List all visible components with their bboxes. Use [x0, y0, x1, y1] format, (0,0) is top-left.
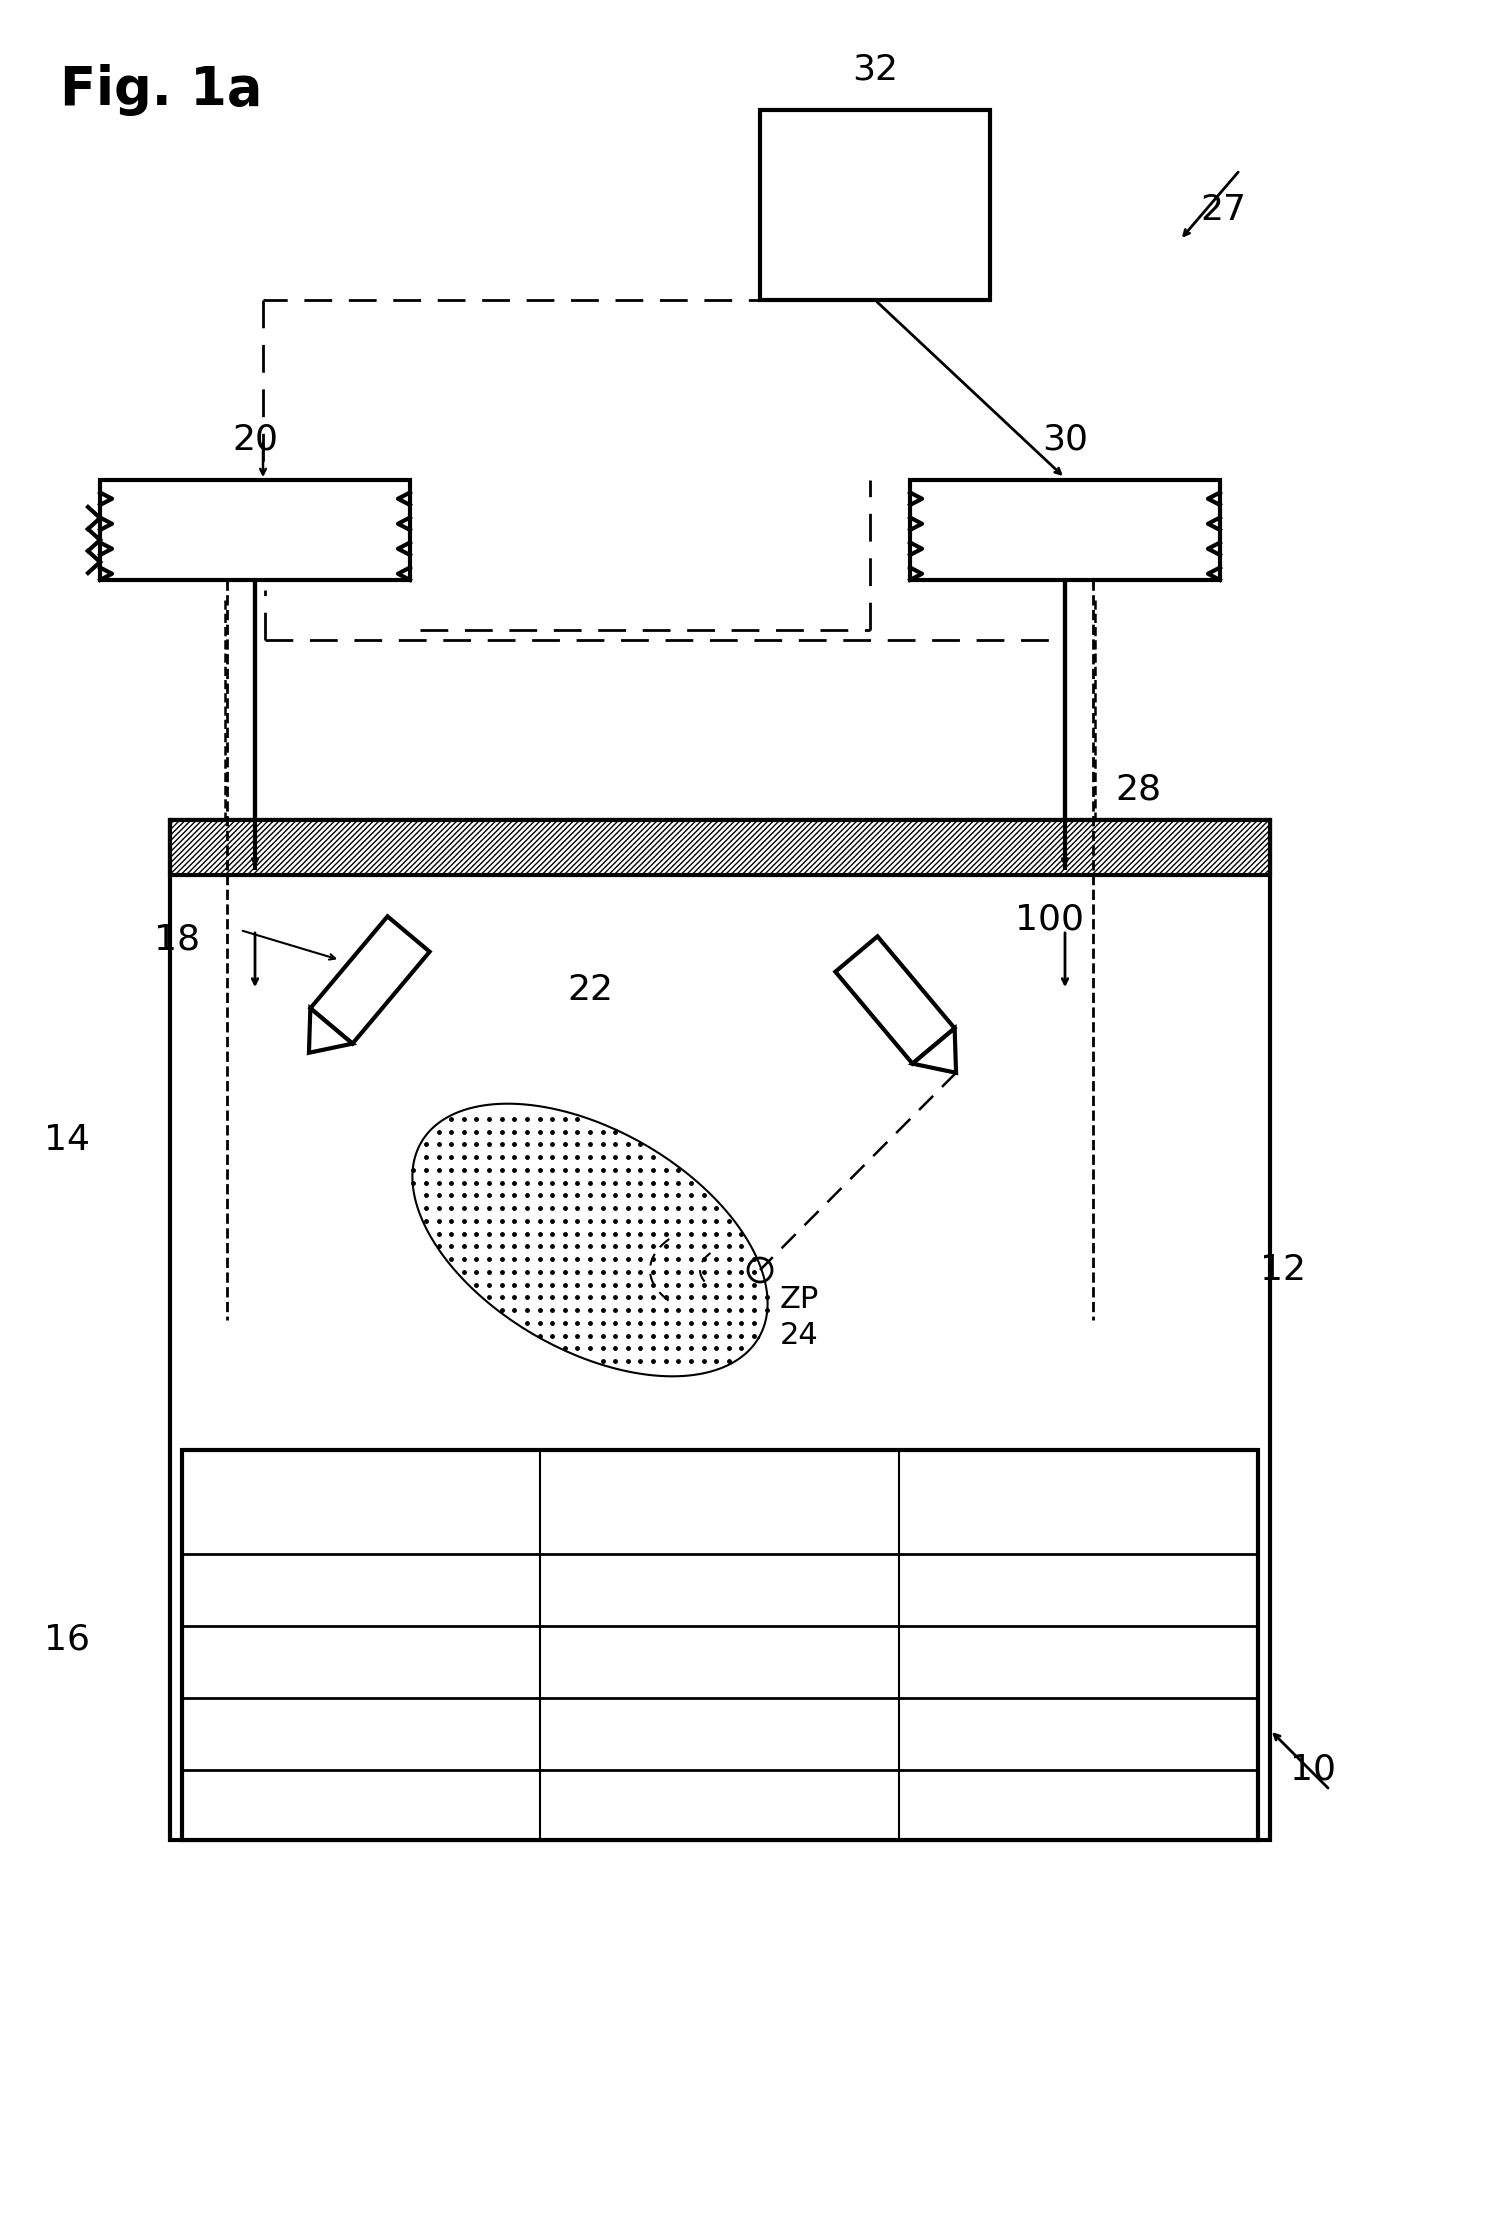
Text: 24: 24	[781, 1321, 818, 1350]
Polygon shape	[309, 1008, 353, 1052]
Bar	[170, 819, 1270, 1840]
Bar	[99, 480, 410, 579]
Text: 12: 12	[1260, 1252, 1307, 1288]
Bar	[170, 819, 1270, 875]
Bar	[182, 1450, 1258, 1840]
Polygon shape	[913, 1028, 955, 1072]
Text: 10: 10	[1290, 1754, 1337, 1787]
Text: 18: 18	[154, 924, 200, 957]
Text: 27: 27	[1200, 193, 1246, 226]
Bar	[910, 480, 1221, 579]
Text: 30: 30	[1041, 424, 1088, 457]
Text: 100: 100	[1016, 904, 1084, 937]
Text: 22: 22	[567, 972, 613, 1008]
Text: 20: 20	[232, 424, 277, 457]
Text: 32: 32	[851, 53, 898, 87]
Text: 28: 28	[1115, 773, 1160, 808]
Polygon shape	[310, 917, 429, 1043]
Text: ZP: ZP	[781, 1285, 820, 1314]
Text: 14: 14	[44, 1123, 90, 1157]
Bar	[760, 111, 990, 300]
Polygon shape	[835, 937, 954, 1063]
Text: Fig. 1a: Fig. 1a	[60, 64, 262, 115]
Text: 16: 16	[44, 1623, 90, 1656]
